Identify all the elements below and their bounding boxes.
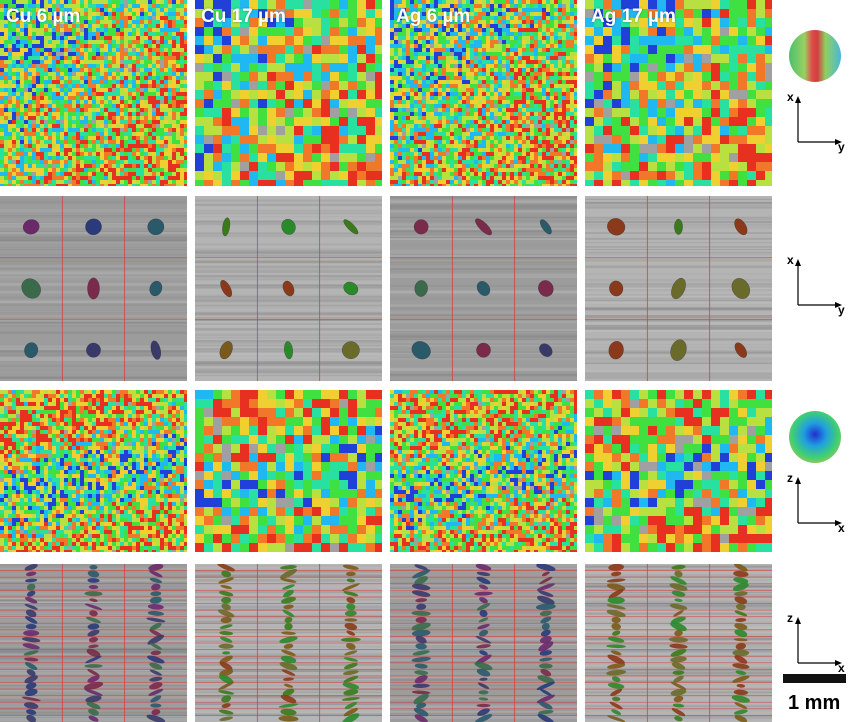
panel-r2-c2 xyxy=(195,196,382,381)
column-label: Ag 6 µm xyxy=(396,6,471,27)
ellipse-stack-image xyxy=(390,564,577,722)
panel-r4-c1 xyxy=(0,564,187,722)
red-grid xyxy=(390,196,577,381)
panel-r2-c4 xyxy=(585,196,772,381)
color-map-cells xyxy=(390,0,577,186)
panel-r3-c3 xyxy=(390,390,577,552)
orientation-sphere-zx xyxy=(789,411,841,463)
panel-r4-c4 xyxy=(585,564,772,722)
color-map-cells xyxy=(195,0,382,186)
column-label: Cu 17 µm xyxy=(201,6,286,27)
scale-bar xyxy=(783,674,846,683)
orientation-ellipse-stacks xyxy=(217,564,361,722)
color-map-image xyxy=(390,390,577,552)
color-map-image xyxy=(195,0,382,186)
red-grid xyxy=(0,196,187,381)
color-map-image xyxy=(195,390,382,552)
axis-horizontal-label: y xyxy=(838,140,845,154)
orientation-ellipses xyxy=(411,218,554,360)
panel-r4-c2 xyxy=(195,564,382,722)
ellipse-grid-image xyxy=(195,196,382,381)
red-grid xyxy=(585,196,772,381)
ellipse-grid-image xyxy=(390,196,577,381)
ellipse-grid-image xyxy=(0,196,187,381)
panel-r1-c2: Cu 17 µm xyxy=(195,0,382,186)
axis-horizontal-label: x xyxy=(838,521,845,535)
scale-bar-label: 1 mm xyxy=(788,692,841,714)
orientation-ellipses xyxy=(607,218,750,361)
column-label: Ag 17 µm xyxy=(591,6,676,27)
orientation-ellipses xyxy=(21,218,165,360)
panel-r3-c4 xyxy=(585,390,772,552)
color-map-cells xyxy=(585,0,772,186)
axis-vertical-label: z xyxy=(787,611,793,625)
orientation-ellipse-stacks xyxy=(606,564,750,722)
panel-r3-c1 xyxy=(0,390,187,552)
axis-arrows xyxy=(795,617,842,666)
panel-r1-c4: Ag 17 µm xyxy=(585,0,772,186)
orientation-ellipse-stacks xyxy=(21,564,166,722)
orientation-sphere-xy xyxy=(789,30,841,82)
panel-r2-c1 xyxy=(0,196,187,381)
axis-arrows xyxy=(795,96,842,145)
axis-vertical-label: x xyxy=(787,90,794,104)
panel-r1-c3: Ag 6 µm xyxy=(390,0,577,186)
color-map-image xyxy=(585,390,772,552)
red-grid xyxy=(195,196,382,381)
ellipse-stack-image xyxy=(585,564,772,722)
panel-r4-c3 xyxy=(390,564,577,722)
color-map-image xyxy=(0,0,187,186)
axis-horizontal-label: y xyxy=(838,303,845,317)
column-label: Cu 6 µm xyxy=(6,6,81,27)
orientation-ellipse-stacks xyxy=(411,564,556,722)
ellipse-grid-image xyxy=(585,196,772,381)
panel-r2-c3 xyxy=(390,196,577,381)
ellipse-stack-image xyxy=(0,564,187,722)
color-map-image xyxy=(585,0,772,186)
color-map-cells xyxy=(0,0,187,186)
color-map-image xyxy=(390,0,577,186)
axis-vertical-label: x xyxy=(787,253,794,267)
axis-arrows xyxy=(795,477,842,526)
color-map-cells xyxy=(585,390,772,552)
color-map-image xyxy=(0,390,187,552)
color-map-cells xyxy=(0,390,187,552)
axis-vertical-label: z xyxy=(787,471,793,485)
axis-horizontal-label: x xyxy=(838,661,845,675)
panel-r1-c1: Cu 6 µm xyxy=(0,0,187,186)
color-map-cells xyxy=(195,390,382,552)
panel-r3-c2 xyxy=(195,390,382,552)
ellipse-stack-image xyxy=(195,564,382,722)
color-map-cells xyxy=(390,390,577,552)
orientation-ellipses xyxy=(219,217,360,360)
axis-arrows xyxy=(795,259,842,308)
